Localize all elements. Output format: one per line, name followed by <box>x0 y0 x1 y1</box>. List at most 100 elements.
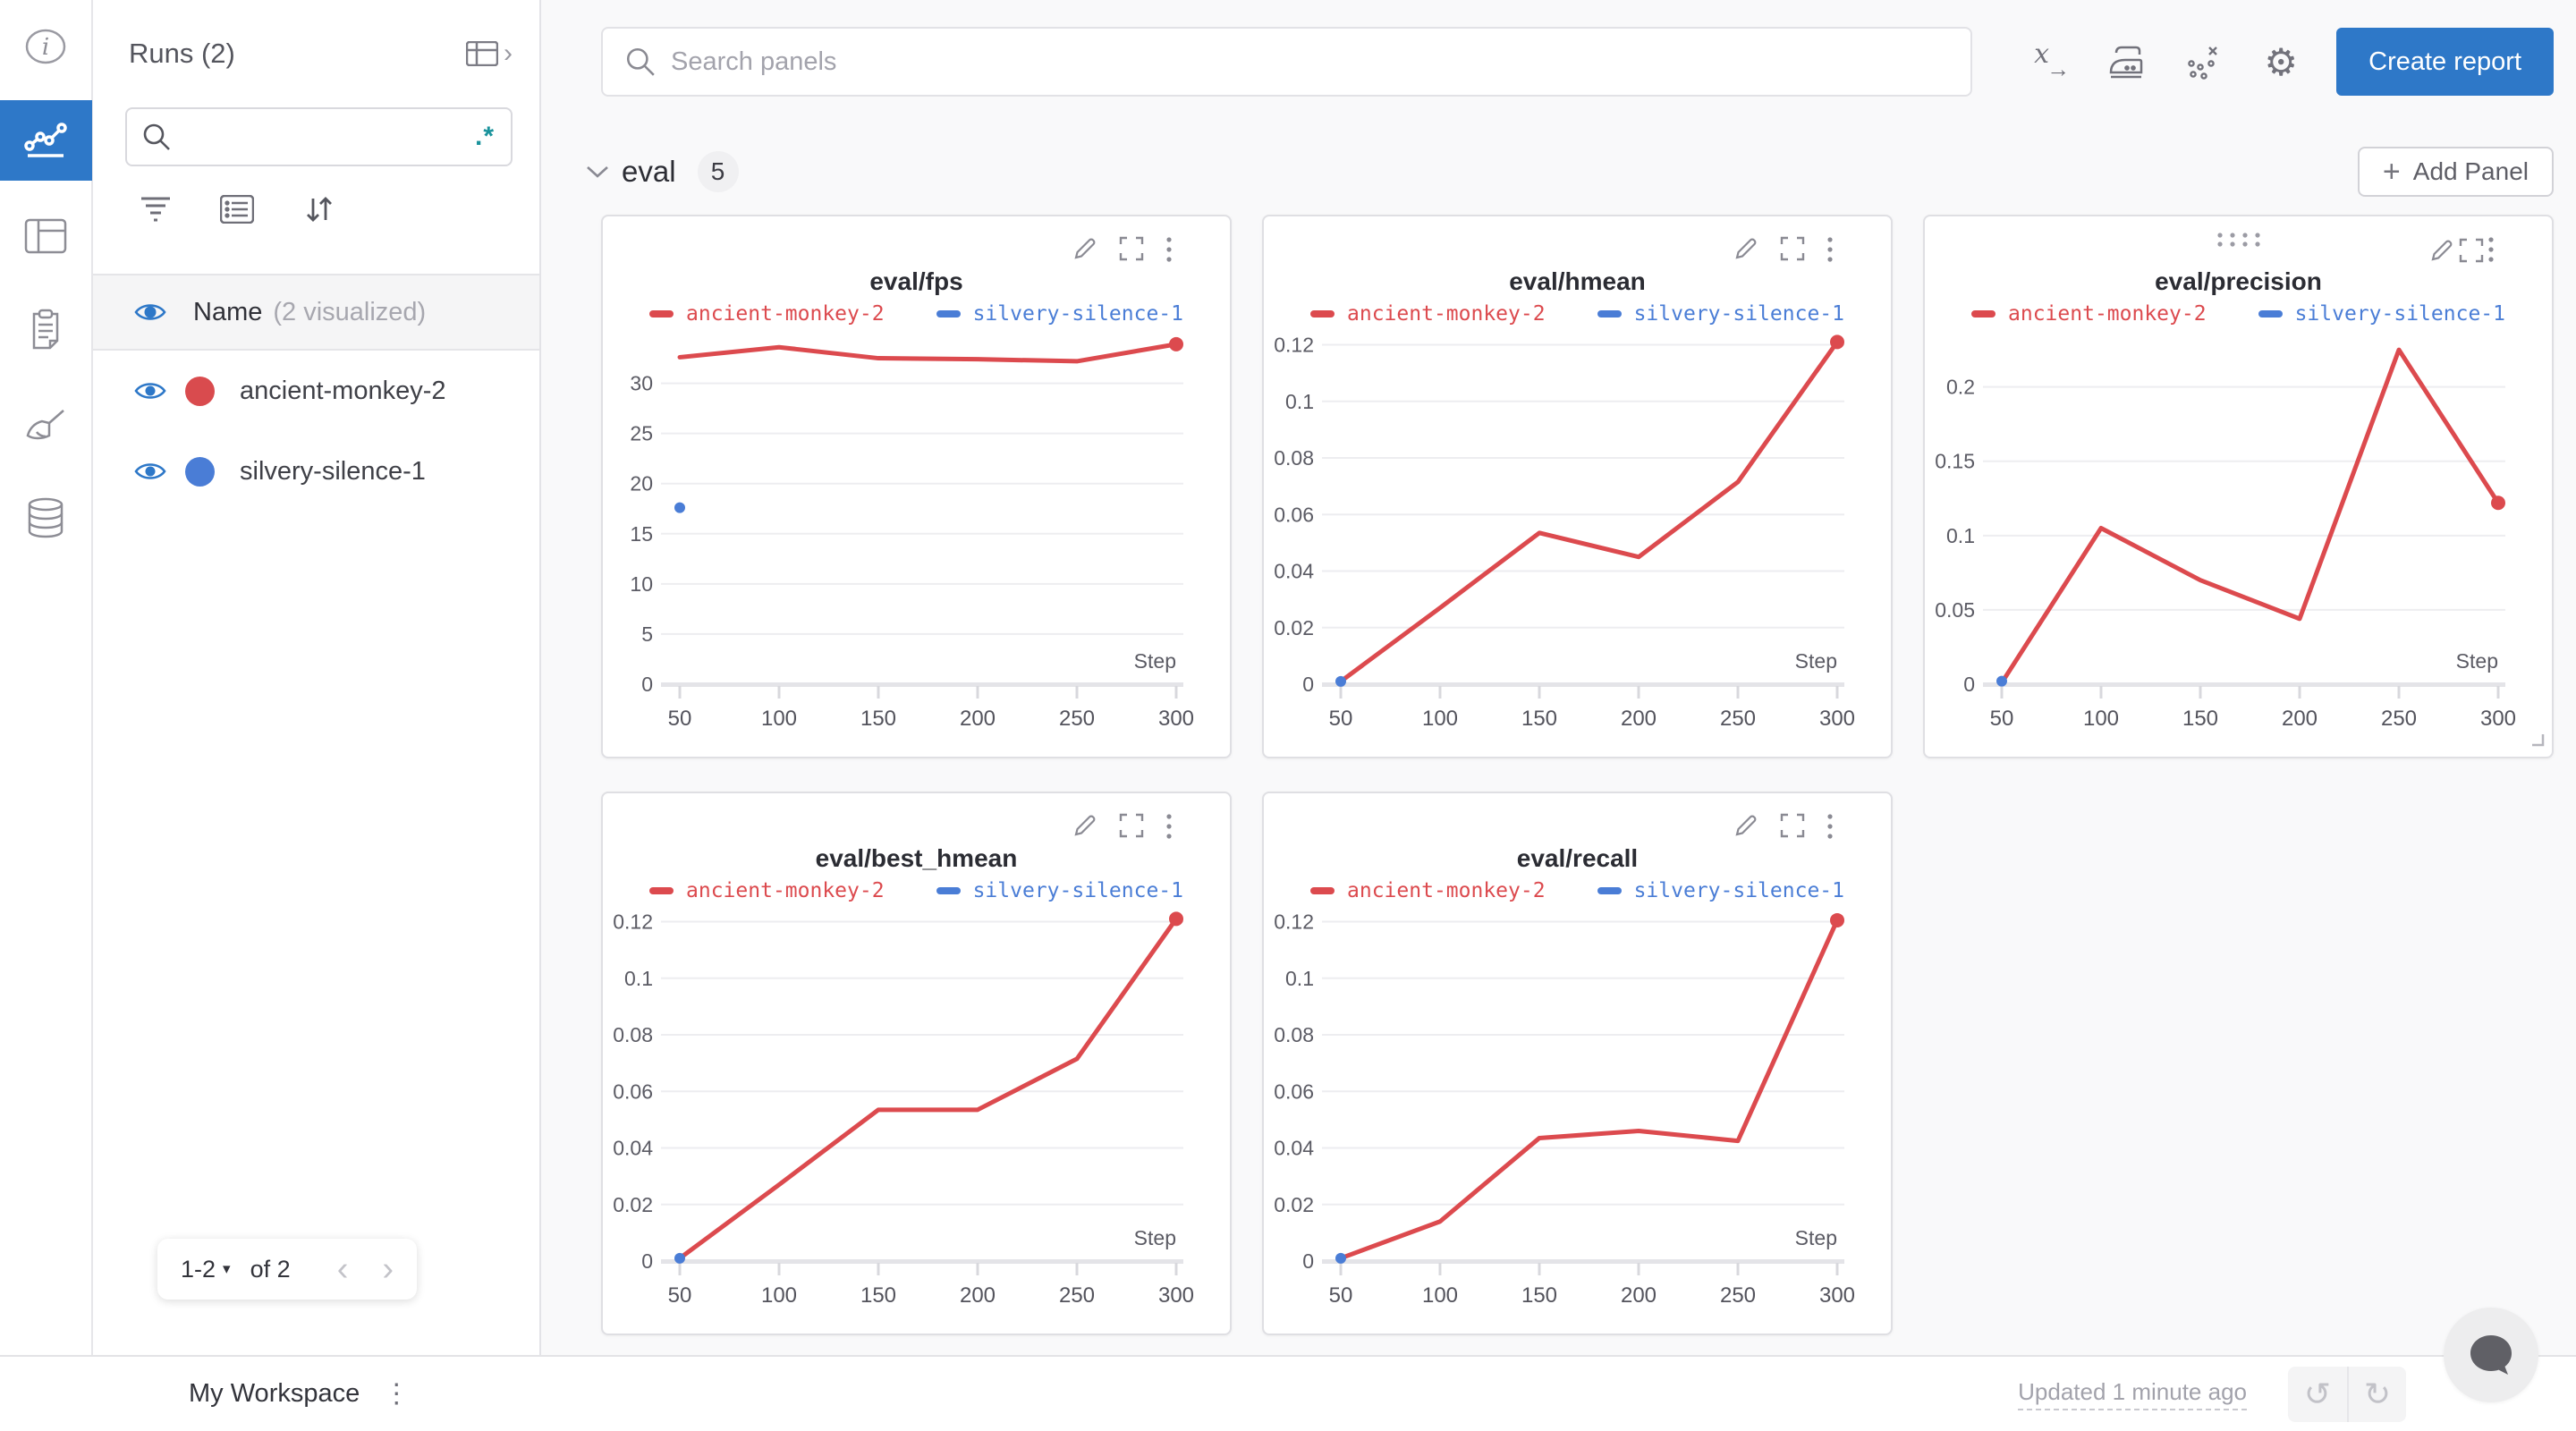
kebab-menu-icon[interactable] <box>1826 236 1834 267</box>
legend-item[interactable]: silvery-silence-1 <box>936 879 1183 902</box>
x-axis-icon[interactable]: x → <box>2034 38 2071 82</box>
outliers-icon[interactable] <box>2184 42 2224 81</box>
redo-button[interactable]: ↻ <box>2347 1366 2406 1422</box>
svg-text:300: 300 <box>1158 1283 1194 1308</box>
svg-text:250: 250 <box>1059 1283 1095 1308</box>
sort-icon[interactable] <box>302 193 335 230</box>
legend-item[interactable]: silvery-silence-1 <box>936 302 1183 326</box>
legend-swatch <box>1310 887 1335 894</box>
svg-text:25: 25 <box>630 422 653 445</box>
chart-panel[interactable]: eval/best_hmean ancient-monkey-2 silvery-… <box>601 792 1232 1335</box>
resize-handle-icon[interactable] <box>2530 732 2545 751</box>
fullscreen-icon[interactable] <box>1780 813 1805 844</box>
workspace-topbar: x → ⚙ Create report <box>601 27 2554 97</box>
run-row[interactable]: silvery-silence-1 <box>93 431 539 512</box>
eye-icon[interactable] <box>134 459 166 484</box>
kebab-menu-icon[interactable] <box>2487 237 2495 267</box>
runs-table-header[interactable]: Name (2 visualized) <box>93 274 539 351</box>
edit-pencil-icon[interactable] <box>1072 813 1097 844</box>
workspace-name-label[interactable]: My Workspace <box>189 1379 360 1408</box>
eye-icon[interactable] <box>134 378 166 403</box>
search-icon <box>626 47 655 76</box>
next-page-button[interactable]: › <box>382 1250 394 1288</box>
info-icon[interactable]: i <box>24 25 67 68</box>
filter-icon[interactable] <box>140 194 172 229</box>
legend-run-label: silvery-silence-1 <box>1633 879 1844 902</box>
svg-text:0.08: 0.08 <box>1274 1023 1314 1046</box>
panel-grid: eval/fps ancient-monkey-2 silvery-silence… <box>601 215 2576 1335</box>
broom-icon[interactable] <box>24 406 67 449</box>
panel-search-input[interactable] <box>671 47 1949 77</box>
line-chart-plot[interactable]: 0 5 10 15 20 25 30 50 100 150 200 250 300 Step <box>603 327 1233 748</box>
svg-text:0.06: 0.06 <box>1274 503 1314 526</box>
fullscreen-icon[interactable] <box>1119 236 1144 267</box>
kebab-menu-icon[interactable] <box>1826 813 1834 844</box>
line-chart-plot[interactable]: 0 0.02 0.04 0.06 0.08 0.1 0.12 50 100 150 200 250 30… <box>603 904 1233 1325</box>
panel-title: eval/precision <box>2155 267 2322 295</box>
fullscreen-icon[interactable] <box>2459 238 2487 267</box>
chat-support-button[interactable] <box>2444 1308 2538 1402</box>
line-chart-plot[interactable]: 0 0.05 0.1 0.15 0.2 50 100 150 200 250 300 Step <box>1925 327 2555 748</box>
edit-pencil-icon[interactable] <box>2429 240 2458 267</box>
svg-text:100: 100 <box>1422 1283 1458 1308</box>
legend-item[interactable]: silvery-silence-1 <box>1597 302 1844 326</box>
chart-panel[interactable]: eval/hmean ancient-monkey-2 silvery-silen… <box>1262 215 1893 758</box>
run-name-label[interactable]: silvery-silence-1 <box>240 456 426 486</box>
legend-item[interactable]: ancient-monkey-2 <box>1310 302 1546 326</box>
fullscreen-icon[interactable] <box>1119 813 1144 844</box>
line-chart-plot[interactable]: 0 0.02 0.04 0.06 0.08 0.1 0.12 50 100 150 200 250 30… <box>1264 327 1894 748</box>
page-range-label[interactable]: 1-2 <box>181 1255 216 1283</box>
chevron-down-icon[interactable] <box>586 165 609 179</box>
edit-pencil-icon[interactable] <box>1072 236 1097 267</box>
legend-item[interactable]: ancient-monkey-2 <box>1971 302 2207 326</box>
table-icon[interactable] <box>24 215 67 258</box>
panel-legend: ancient-monkey-2 silvery-silence-1 <box>603 877 1230 904</box>
panel-search-box[interactable] <box>601 27 1972 97</box>
legend-item[interactable]: ancient-monkey-2 <box>649 879 885 902</box>
legend-item[interactable]: ancient-monkey-2 <box>649 302 885 326</box>
svg-text:200: 200 <box>960 707 996 731</box>
create-report-button[interactable]: Create report <box>2336 28 2554 96</box>
page-total-label: of 2 <box>250 1255 291 1283</box>
settings-gear-icon[interactable]: ⚙ <box>2264 40 2298 83</box>
eye-icon[interactable] <box>134 300 166 325</box>
chart-panel[interactable]: eval/fps ancient-monkey-2 silvery-silence… <box>601 215 1232 758</box>
database-icon[interactable] <box>24 497 67 540</box>
sidebar-item-workspace-charts[interactable] <box>0 100 92 181</box>
runs-search-input[interactable] <box>172 123 475 151</box>
undo-button[interactable]: ↺ <box>2288 1367 2347 1422</box>
svg-text:0.12: 0.12 <box>613 910 653 934</box>
edit-pencil-icon[interactable] <box>1733 813 1758 844</box>
kebab-menu-icon[interactable]: ⋮ <box>383 1378 411 1409</box>
section-title[interactable]: eval <box>622 155 676 188</box>
fullscreen-icon[interactable] <box>1780 236 1805 267</box>
panel-title: eval/fps <box>869 267 963 295</box>
last-updated-label[interactable]: Updated 1 minute ago <box>2018 1378 2247 1410</box>
svg-text:30: 30 <box>630 372 653 395</box>
svg-text:Step: Step <box>1134 1226 1176 1249</box>
smoothing-icon[interactable] <box>2107 42 2147 81</box>
regex-toggle[interactable]: .* <box>474 122 495 151</box>
run-name-label[interactable]: ancient-monkey-2 <box>240 376 446 405</box>
line-chart-plot[interactable]: 0 0.02 0.04 0.06 0.08 0.1 0.12 50 100 150 200 250 30… <box>1264 904 1894 1325</box>
drag-handle-icon[interactable] <box>2214 231 2264 253</box>
legend-item[interactable]: silvery-silence-1 <box>2258 302 2505 326</box>
legend-run-label: silvery-silence-1 <box>972 302 1183 326</box>
add-panel-button[interactable]: + Add Panel <box>2357 147 2554 197</box>
svg-text:200: 200 <box>1621 1283 1657 1308</box>
legend-item[interactable]: ancient-monkey-2 <box>1310 879 1546 902</box>
chart-panel[interactable]: eval/recall ancient-monkey-2 silvery-sile… <box>1262 792 1893 1335</box>
clipboard-icon[interactable] <box>24 308 67 351</box>
prev-page-button[interactable]: ‹ <box>336 1250 349 1288</box>
chart-panel[interactable]: eval/precision ancient-monkey-2 silvery-s… <box>1923 215 2554 758</box>
legend-item[interactable]: silvery-silence-1 <box>1597 879 1844 902</box>
edit-pencil-icon[interactable] <box>1733 236 1758 267</box>
kebab-menu-icon[interactable] <box>1165 236 1173 267</box>
expand-runs-table-button[interactable]: › <box>466 40 513 67</box>
list-settings-icon[interactable] <box>219 194 255 228</box>
run-row[interactable]: ancient-monkey-2 <box>93 351 539 431</box>
page-range-caret-icon[interactable]: ▾ <box>223 1260 231 1277</box>
runs-search-box[interactable]: .* <box>125 107 513 166</box>
svg-text:0.08: 0.08 <box>613 1023 653 1046</box>
kebab-menu-icon[interactable] <box>1165 813 1173 844</box>
